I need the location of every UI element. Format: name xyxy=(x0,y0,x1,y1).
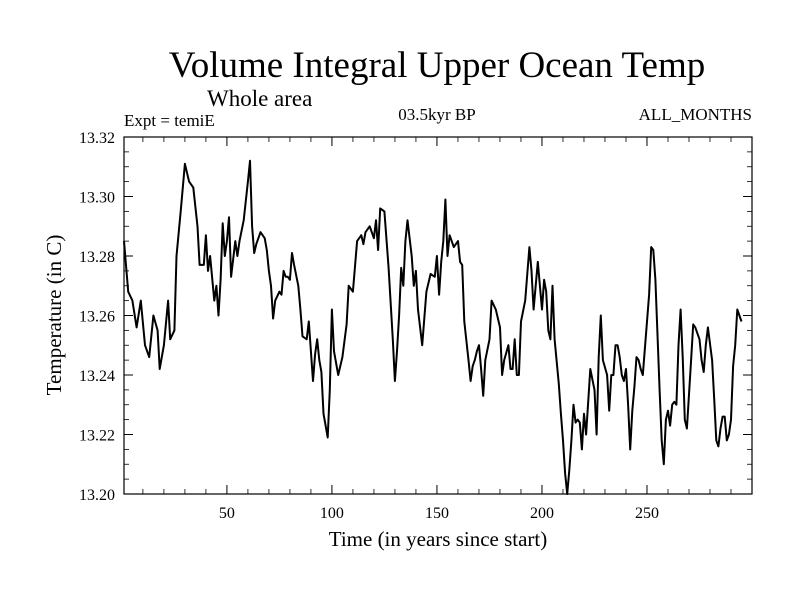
x-tick-label: 250 xyxy=(635,505,659,522)
x-tick-label: 150 xyxy=(425,505,449,522)
chart-title: Volume Integral Upper Ocean Temp xyxy=(169,45,705,86)
y-tick-label: 13.28 xyxy=(79,249,115,266)
y-axis-ticks: 13.20 13.22 13.24 13.26 13.28 13.30 13.32 xyxy=(79,130,752,504)
series-line-temperature xyxy=(123,159,743,495)
period-label: 03.5kyr BP xyxy=(398,105,475,124)
x-axis-ticks: 50 100 150 200 250 xyxy=(142,137,732,522)
series-layer xyxy=(123,159,743,495)
y-axis-label: Temperature (in C) xyxy=(42,235,66,396)
x-tick-label: 200 xyxy=(530,505,554,522)
months-label: ALL_MONTHS xyxy=(639,105,752,124)
y-tick-label: 13.26 xyxy=(79,309,115,326)
chart-subtitle: Whole area xyxy=(207,86,312,111)
x-tick-label: 50 xyxy=(219,505,235,522)
x-tick-label: 100 xyxy=(320,505,344,522)
y-tick-label: 13.30 xyxy=(79,190,115,207)
y-tick-label: 13.22 xyxy=(79,428,115,445)
x-axis-label: Time (in years since start) xyxy=(329,527,548,551)
y-tick-label: 13.24 xyxy=(79,368,115,385)
y-tick-label: 13.32 xyxy=(79,130,115,147)
experiment-label: Expt = temiE xyxy=(124,111,215,130)
y-tick-label: 13.20 xyxy=(79,487,115,504)
